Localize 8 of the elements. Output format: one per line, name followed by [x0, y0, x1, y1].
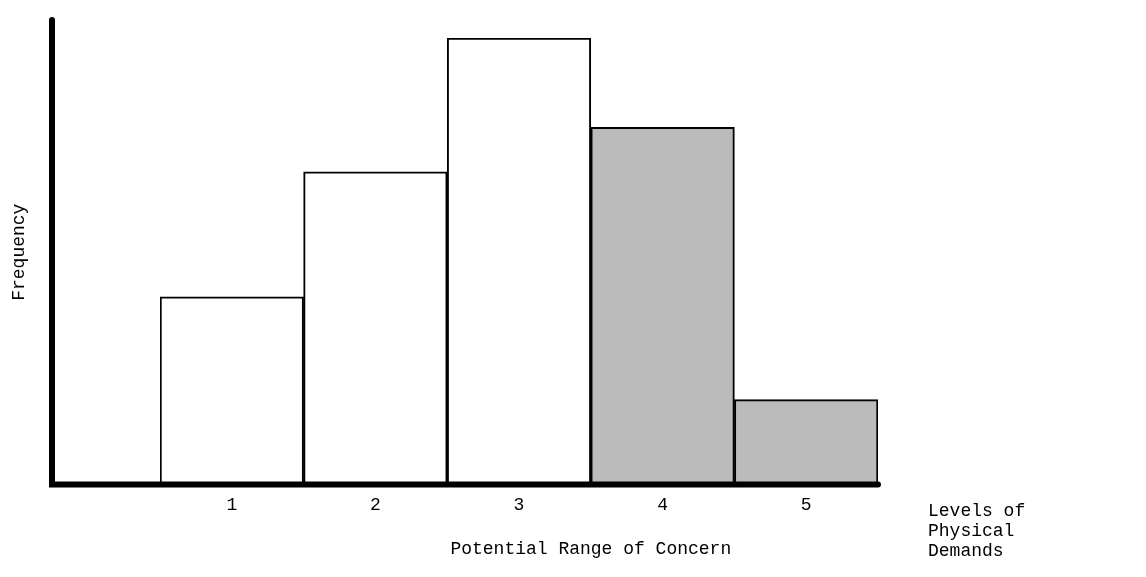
x-axis-title: Levels of Physical Demands: [928, 501, 1026, 562]
x-tick-label: 1: [226, 494, 238, 515]
x-tick-label: 5: [800, 494, 812, 515]
text: Potential Range of Concern: [450, 539, 732, 560]
y-axis-title: Frequency: [8, 203, 29, 301]
x-tick-label: 2: [369, 494, 381, 515]
x-tick-label: 4: [657, 494, 669, 515]
x-tick-label: 3: [513, 494, 525, 515]
